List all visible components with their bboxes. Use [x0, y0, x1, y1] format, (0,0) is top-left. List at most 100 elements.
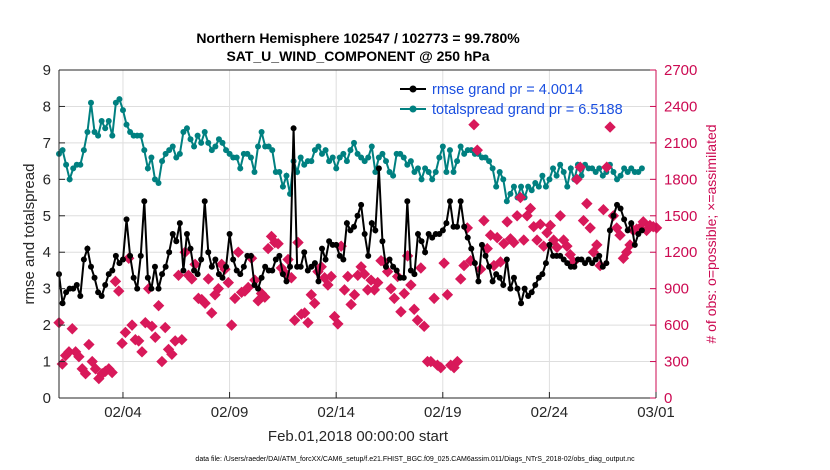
obs-assimilated-point [454, 273, 467, 285]
rmse-point [510, 274, 517, 281]
y-tick-label-left: 1 [43, 354, 51, 371]
obs-assimilated-point [601, 161, 613, 173]
obs-assimilated-point [371, 276, 384, 289]
obs-assimilated-point [531, 234, 543, 246]
rmse-point [468, 245, 475, 252]
rmse-point [180, 267, 187, 274]
rmse-point [514, 285, 521, 292]
obs-assimilated-series [53, 118, 663, 385]
obs-assimilated-point [262, 242, 274, 255]
totalspread-point [400, 154, 407, 161]
totalspread-point [382, 158, 389, 165]
totalspread-point [247, 154, 254, 161]
obs-assimilated-point [89, 363, 102, 375]
obs-assimilated-point [458, 259, 470, 272]
obs-assimilated-point [577, 214, 590, 227]
totalspread-point [119, 107, 126, 114]
obs-assimilated-point [79, 367, 92, 380]
rmse-point [173, 238, 180, 245]
totalspread-point [255, 143, 262, 150]
obs-assimilated-point [571, 173, 583, 186]
totalspread-point [340, 150, 347, 157]
rmse-point [603, 260, 610, 267]
rmse-point [361, 231, 368, 237]
totalspread-point [343, 158, 350, 165]
obs-assimilated-point [282, 253, 294, 266]
y-tick-label-left: 9 [43, 62, 51, 79]
obs-assimilated-point [471, 144, 483, 156]
obs-assimilated-point [587, 246, 600, 258]
rmse-point [596, 252, 603, 259]
obs-assimilated-point [468, 118, 480, 131]
obs-assimilated-point [518, 234, 530, 246]
rmse-point [500, 282, 507, 289]
obs-assimilated-point [541, 227, 553, 239]
rmse-point [340, 256, 347, 263]
y-tick-label-left: 2 [43, 317, 51, 334]
rmse-point [542, 260, 549, 267]
totalspread-point [425, 169, 432, 176]
rmse-point [159, 271, 166, 278]
obs-assimilated-point [149, 331, 161, 343]
obs-assimilated-point [166, 348, 178, 360]
rmse-point [446, 198, 453, 205]
obs-assimilated-point [554, 210, 566, 222]
x-tick-label: 02/24 [531, 404, 569, 421]
totalspread-point [638, 165, 645, 172]
obs-assimilated-point [265, 230, 278, 243]
rmse-point [219, 274, 226, 281]
totalspread-point [610, 169, 617, 176]
totalspread-point [201, 128, 208, 135]
obs-assimilated-point [136, 346, 148, 358]
totalspread-point [560, 169, 567, 176]
totalspread-point [205, 139, 212, 146]
rmse-point [333, 241, 340, 248]
totalspread-point [489, 165, 496, 172]
totalspread-point [368, 143, 375, 150]
totalspread-point [187, 136, 194, 143]
obs-assimilated-point [322, 279, 334, 291]
obs-assimilated-point [338, 284, 351, 296]
rmse-point [546, 241, 553, 248]
totalspread-point [148, 154, 155, 161]
rmse-point [119, 256, 126, 263]
y-tick-label-right: 300 [664, 354, 689, 371]
rmse-point [134, 285, 141, 292]
totalspread-point [109, 132, 116, 139]
totalspread-point [564, 183, 571, 190]
totalspread-point [596, 165, 603, 172]
y-tick-label-right: 0 [664, 390, 672, 407]
obs-assimilated-point [438, 257, 450, 269]
rmse-point [610, 212, 617, 219]
totalspread-point [116, 96, 123, 103]
obs-assimilated-point [398, 287, 410, 300]
footer-data-file: data file: /Users/raeder/DAI/ATM_forcXX/… [195, 456, 635, 463]
rmse-point [155, 285, 162, 292]
totalspread-point [159, 158, 166, 165]
totalspread-point [258, 128, 265, 135]
rmse-point [127, 252, 134, 259]
totalspread-point [535, 183, 542, 190]
obs-assimilated-point [435, 361, 447, 374]
totalspread-point [407, 158, 414, 165]
rmse-point [230, 256, 237, 263]
rmse-point [628, 220, 635, 227]
totalspread-point [443, 169, 450, 176]
totalspread-point [347, 147, 354, 154]
totalspread-point [500, 176, 507, 183]
rmse-point [358, 201, 365, 208]
y-axis-right-label: # of obs: o=possible; ×=assimilated [703, 124, 719, 343]
obs-assimilated-point [501, 216, 513, 228]
obs-assimilated-point [604, 121, 616, 133]
obs-assimilated-point [159, 321, 171, 334]
obs-assimilated-point [302, 316, 314, 329]
legend: rmse grand pr = 4.0014 totalspread grand… [400, 82, 623, 118]
rmse-point [287, 263, 294, 270]
rmse-point [507, 285, 514, 292]
obs-assimilated-point [524, 202, 537, 215]
rmse-point [301, 249, 308, 256]
rmse-point [638, 227, 645, 234]
obs-assimilated-point [212, 282, 225, 295]
obs-assimilated-point [418, 320, 430, 333]
totalspread-point [486, 158, 493, 165]
